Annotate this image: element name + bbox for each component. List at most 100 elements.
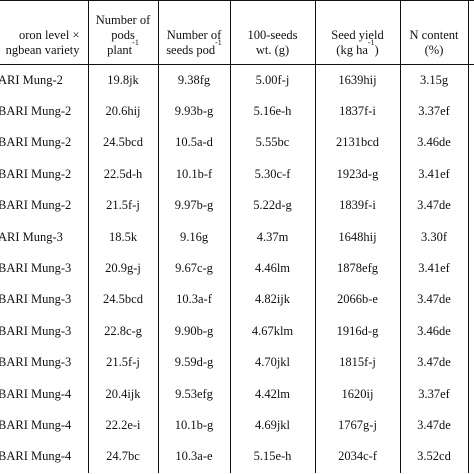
header-line: wt. (g) (255, 43, 290, 57)
cell-treatment: BARI Mung-2 (0, 166, 72, 181)
cell-seeds-per-pod: 9.97b-g (157, 190, 230, 222)
header-extra (467, 0, 474, 65)
cell-seed-yield: 1648hij (314, 221, 400, 253)
cell-pods-per-plant: 21.5f-j (87, 190, 158, 222)
cell-treatment: BARI Mung-2 (0, 198, 72, 213)
cell-extra (467, 347, 474, 379)
cell-pods-per-plant: 20.4ijk (87, 378, 158, 410)
cell-100-seed-weight: 4.82ijk (229, 284, 315, 316)
cell-n-content: 3.15g (399, 64, 468, 96)
header-line: oron level × (18, 28, 80, 42)
header-text: seeds pod (166, 43, 216, 57)
header-superscript: -1 (215, 37, 222, 47)
cell-extra (467, 315, 474, 348)
cell-100-seed-weight: 4.42lm (229, 378, 315, 410)
table-row: BARI Mung-3 22.8c-g 9.90b-g 4.67klm 1916d-g 3… (0, 315, 474, 348)
cell-n-content: 3.47de (399, 284, 468, 316)
header-line: plant-1 (91, 38, 156, 58)
table-row: ARI Mung-3 18.5k 9.16g 4.37m 1648hij 3.30f (0, 221, 474, 253)
header-line: N content (409, 28, 459, 42)
cell-treatment: ARI Mung-2 (0, 72, 63, 87)
cell-100-seed-weight: 4.37m (229, 221, 315, 253)
cell-extra (467, 284, 474, 316)
cell-extra (467, 95, 474, 128)
cell-treatment: BARI Mung-2 (0, 104, 72, 119)
cell-treatment: BARI Mung-4 (0, 449, 72, 464)
cell-extra (467, 252, 474, 285)
cell-seed-yield: 1878efg (314, 252, 400, 285)
cell-seeds-per-pod: 9.16g (157, 221, 230, 253)
cell-extra (467, 64, 474, 96)
cell-n-content: 3.47de (399, 409, 468, 442)
cell-100-seed-weight: 5.22d-g (229, 190, 315, 222)
header-superscript: -1 (367, 37, 375, 47)
cell-treatment: BARI Mung-3 (0, 292, 72, 307)
header-tail: ) (374, 43, 379, 57)
cell-100-seed-weight: 5.55bc (229, 127, 315, 159)
cell-extra (467, 158, 474, 191)
cell-seed-yield: 1620ij (314, 378, 400, 410)
table-header: oron level × ngbean variety Number of pods p… (0, 0, 474, 65)
header-text: (kg ha (336, 43, 368, 57)
cell-seed-yield: 1837f-i (314, 95, 400, 128)
cell-seed-yield: 1767g-j (314, 409, 400, 442)
cell-pods-per-plant: 19.8jk (87, 64, 158, 96)
cell-pods-per-plant: 22.2e-i (87, 409, 158, 442)
cell-100-seed-weight: 4.69jkl (229, 409, 315, 442)
header-line: pods (111, 28, 135, 42)
cell-treatment: BARI Mung-4 (0, 386, 72, 401)
cell-treatment: BARI Mung-3 (0, 261, 72, 276)
cell-treatment: BARI Mung-2 (0, 135, 72, 150)
cell-extra (467, 190, 474, 222)
cell-100-seed-weight: 4.67klm (229, 315, 315, 348)
table-row: BARI Mung-2 20.6hij 9.93b-g 5.16e-h 1837f-i 3… (0, 95, 474, 128)
table-row: BARI Mung-2 24.5bcd 10.5a-d 5.55bc 2131bcd 3.… (0, 127, 474, 159)
cell-100-seed-weight: 5.16e-h (229, 95, 315, 128)
header-line: (%) (424, 43, 444, 57)
cell-n-content: 3.37ef (399, 378, 468, 410)
cell-seed-yield: 1916d-g (314, 315, 400, 348)
cell-treatment: ARI Mung-3 (0, 229, 63, 244)
header-100-seed-weight: 100-seeds wt. (g) (229, 0, 315, 65)
cell-seed-yield: 1815f-j (314, 347, 400, 379)
header-line: (kg ha-1) (318, 38, 398, 58)
header-line: Number of (95, 13, 151, 27)
header-text: plant (107, 43, 133, 57)
header-line: ngbean variety (5, 43, 80, 57)
table-row: BARI Mung-3 24.5bcd 10.3a-f 4.82ijk 2066b-e 3… (0, 284, 474, 316)
table-row: BARI Mung-2 21.5f-j 9.97b-g 5.22d-g 1839f-i 3… (0, 190, 474, 222)
cell-extra (467, 221, 474, 253)
cell-seeds-per-pod: 10.5a-d (157, 127, 230, 159)
header-pods-per-plant: Number of pods plant-1 (87, 0, 158, 65)
cell-seed-yield: 1639hij (314, 64, 400, 96)
cell-n-content: 3.41ef (399, 158, 468, 191)
cell-seed-yield: 2034c-f (314, 441, 400, 473)
header-line: Number of (166, 28, 222, 42)
table-row: BARI Mung-3 21.5f-j 9.59d-g 4.70jkl 1815f-j 3… (0, 347, 474, 379)
cell-seeds-per-pod: 9.53efg (157, 378, 230, 410)
cell-pods-per-plant: 20.6hij (87, 95, 158, 128)
cell-pods-per-plant: 22.8c-g (87, 315, 158, 348)
cell-n-content: 3.46de (399, 127, 468, 159)
header-line: 100-seeds (247, 28, 298, 42)
cell-seeds-per-pod: 10.1b-f (157, 158, 230, 191)
header-superscript: -1 (132, 37, 139, 47)
cell-seeds-per-pod: 9.93b-g (157, 95, 230, 128)
cell-extra (467, 409, 474, 442)
cell-treatment: BARI Mung-3 (0, 323, 72, 338)
cell-extra (467, 441, 474, 473)
cell-n-content: 3.46de (399, 315, 468, 348)
cell-100-seed-weight: 4.70jkl (229, 347, 315, 379)
cell-treatment: BARI Mung-3 (0, 355, 72, 370)
cell-seeds-per-pod: 10.3a-f (157, 284, 230, 316)
cell-seeds-per-pod: 9.59d-g (157, 347, 230, 379)
table-row: BARI Mung-2 22.5d-h 10.1b-f 5.30c-f 1923d-g 3… (0, 158, 474, 191)
header-treatment: oron level × ngbean variety (0, 0, 88, 65)
table-body: ARI Mung-2 19.8jk 9.38fg 5.00f-j 1639hij 3.15… (0, 64, 474, 473)
cell-seed-yield: 1839f-i (314, 190, 400, 222)
cell-pods-per-plant: 18.5k (87, 221, 158, 253)
table-row: BARI Mung-4 20.4ijk 9.53efg 4.42lm 1620ij 3.3… (0, 378, 474, 410)
header-line: Seed yield (331, 28, 384, 42)
cell-pods-per-plant: 24.5bcd (87, 284, 158, 316)
